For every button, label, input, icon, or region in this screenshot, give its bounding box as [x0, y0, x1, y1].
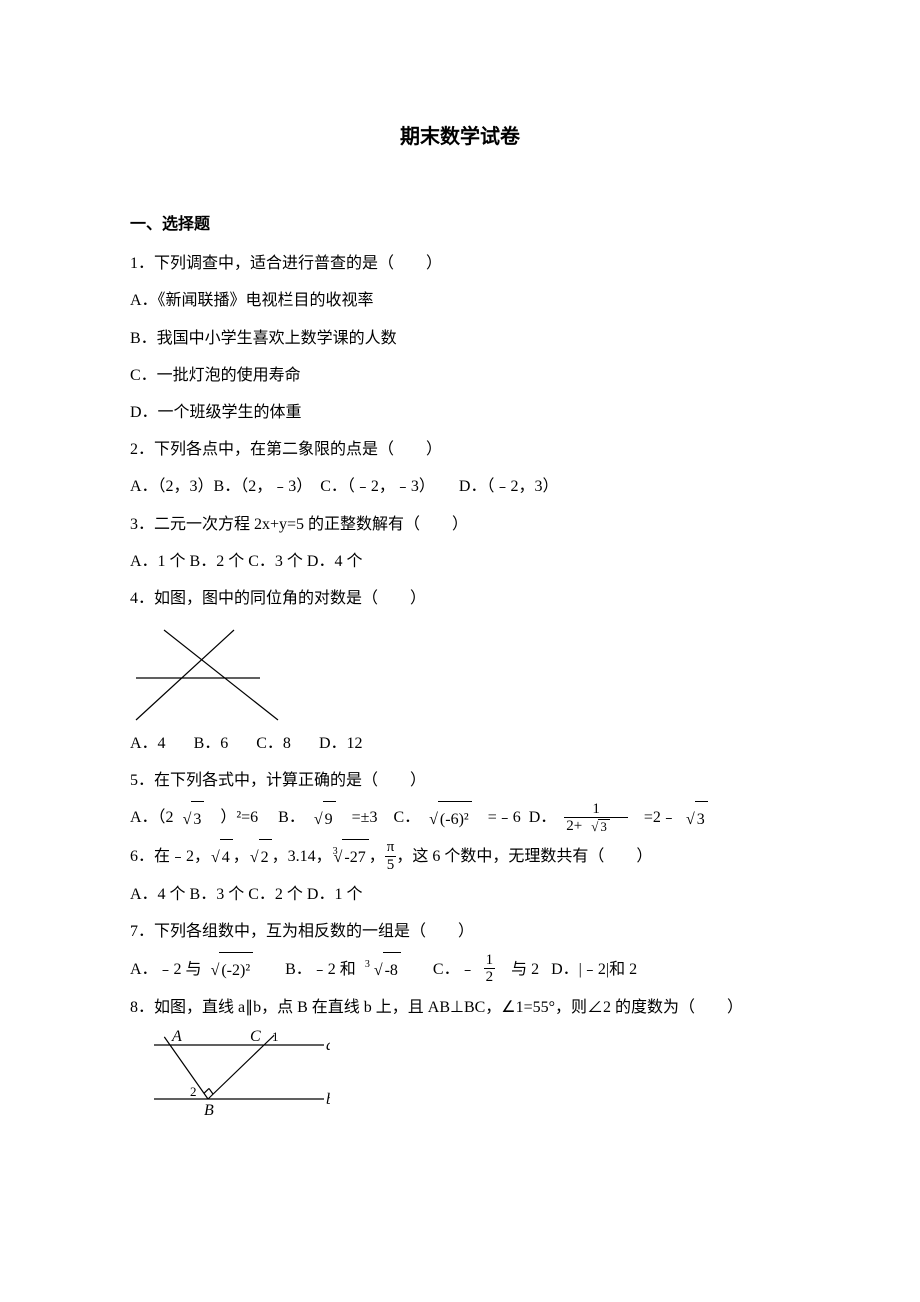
q6-mid1: ，3.14，: [272, 848, 332, 865]
frac-den: 2+ √3: [564, 818, 628, 835]
q6-pi-frac: π5: [385, 839, 397, 873]
q6-c1: ，: [233, 848, 249, 865]
q7-options: A．﹣2 与 √(-2)² B．﹣2 和 3√-8 C．﹣ 12 与 2 D．|﹣2|和…: [130, 952, 790, 988]
svg-text:b: b: [326, 1091, 330, 1108]
q7-optC-pre: C．﹣: [417, 961, 476, 978]
q8-diagram: A C Ba b 1 2: [130, 1027, 330, 1117]
sqrt-icon: √(-2)²: [210, 952, 262, 988]
q5-optD-frac: 12+ √3: [564, 801, 636, 835]
q1-optA: A．《新闻联播》电视栏目的收视率: [130, 283, 790, 318]
q5-text: 5．在下列各式中，计算正确的是（ ）: [130, 763, 790, 798]
svg-text:C: C: [250, 1028, 261, 1045]
q5-optD-mid: =2﹣: [644, 809, 677, 826]
q6-sqrt2: 2: [259, 839, 272, 875]
q7-optA-pre: A．﹣2 与: [130, 961, 202, 978]
q7-optD: D．|﹣2|和 2: [551, 961, 637, 978]
q6-pre: 6．在﹣2，: [130, 848, 210, 865]
q5-optD-den-sqrt: 3: [598, 819, 610, 834]
q1-optD: D．一个班级学生的体重: [130, 395, 790, 430]
sqrt-icon: √4: [210, 839, 233, 875]
cbrt-index: 3: [365, 959, 370, 970]
q6-options: A．4 个 B．3 个 C．2 个 D．1 个: [130, 877, 790, 912]
q5-optC-pre: C．: [393, 809, 420, 826]
q5-optA-post: ）²=6: [220, 809, 258, 826]
sqrt-icon: √3: [182, 801, 213, 837]
q1-optB: B．我国中小学生喜欢上数学课的人数: [130, 321, 790, 356]
q6-sqrt4: 4: [220, 839, 233, 875]
q3-text: 3．二元一次方程 2x+y=5 的正整数解有（ ）: [130, 507, 790, 542]
q2-options: A．（2，3）B．（2，﹣3） C．（﹣2，﹣3） D．（﹣2，3）: [130, 469, 790, 504]
q7-text: 7．下列各组数中，互为相反数的一组是（ ）: [130, 914, 790, 949]
cbrt-icon: √-8: [373, 952, 409, 988]
sqrt-icon: √3: [590, 819, 618, 834]
sqrt-icon: √3: [685, 801, 716, 837]
section-heading: 一、选择题: [130, 207, 790, 242]
q6-text: 6．在﹣2，√4，√2，3.14，3√-27，π5，这 6 个数中，无理数共有（…: [130, 839, 790, 875]
q4-text: 4．如图，图中的同位角的对数是（ ）: [130, 581, 790, 616]
q4-optA: A．4: [130, 726, 166, 761]
q6-c2: ，: [369, 848, 385, 865]
q4-optB: B．6: [194, 726, 229, 761]
q5-optA-pre: A．（2: [130, 809, 174, 826]
frac-num: 1: [484, 952, 496, 970]
q6-cbrt: -27: [342, 839, 368, 875]
svg-text:1: 1: [272, 1029, 279, 1044]
cbrt-icon: √-27: [333, 839, 369, 875]
q4-optD: D．12: [319, 726, 363, 761]
q4-optC: C．8: [256, 726, 291, 761]
q8-text: 8．如图，直线 a∥b，点 B 在直线 b 上，且 AB⊥BC，∠1=55°，则…: [130, 990, 790, 1025]
q7-optC-frac: 12: [484, 952, 504, 986]
frac-den-pre: 2+: [566, 818, 582, 834]
q7-optA-sqrt: (-2)²: [219, 952, 253, 988]
sqrt-icon: √2: [249, 839, 272, 875]
q1-text: 1．下列调查中，适合进行普查的是（ ）: [130, 246, 790, 281]
q3-options: A．1 个 B．2 个 C．3 个 D．4 个: [130, 544, 790, 579]
q4-options: A．4 B．6 C．8 D．12: [130, 726, 790, 761]
frac-den: 2: [484, 969, 496, 986]
q5-optD-sqrt2: 3: [695, 801, 708, 837]
q7-optB-sqrt: -8: [383, 952, 401, 988]
svg-text:A: A: [171, 1028, 182, 1045]
q5-optD-pre: D．: [529, 809, 557, 826]
q5-options: A．（2 √3 ）²=6 B． √9 =±3 C． √(-6)² =﹣6 D． 12+ √3 =2﹣…: [130, 800, 790, 836]
svg-text:a: a: [326, 1037, 330, 1054]
page-title: 期末数学试卷: [130, 115, 790, 159]
frac-num: 1: [564, 801, 628, 819]
q4-diagram: [130, 618, 280, 722]
frac-num: π: [385, 839, 397, 857]
q5-optB-pre: B．: [278, 809, 305, 826]
sqrt-icon: √9: [313, 801, 344, 837]
q5-optB-sqrt: 9: [323, 801, 336, 837]
svg-text:B: B: [204, 1102, 214, 1117]
q1-optC: C．一批灯泡的使用寿命: [130, 358, 790, 393]
q2-text: 2．下列各点中，在第二象限的点是（ ）: [130, 432, 790, 467]
q6-post: ，这 6 个数中，无理数共有（ ）: [396, 848, 652, 865]
sqrt-icon: √(-6)²: [428, 801, 480, 837]
q5-optC-post: =﹣6: [488, 809, 521, 826]
q5-optA-sqrt: 3: [191, 801, 204, 837]
frac-den: 5: [385, 857, 397, 874]
q7-optC-post: 与 2: [511, 961, 539, 978]
svg-text:2: 2: [190, 1084, 197, 1099]
q5-optC-sqrt: (-6)²: [438, 801, 472, 837]
q5-optB-post: =±3: [352, 809, 378, 826]
q7-optB-pre: B．﹣2 和: [269, 961, 356, 978]
